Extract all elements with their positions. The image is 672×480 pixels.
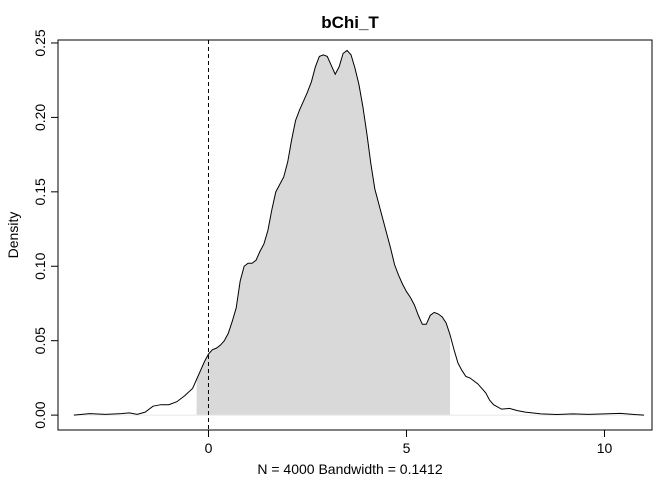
x-tick-label: 5	[403, 440, 411, 456]
density-curve	[73, 49, 645, 416]
plot-area	[73, 40, 645, 430]
y-tick-label: 0.00	[32, 401, 48, 428]
y-tick-label: 0.10	[32, 252, 48, 279]
y-tick-label: 0.20	[32, 104, 48, 131]
y-axis-label: Density	[5, 212, 21, 259]
x-tick-label: 0	[205, 440, 213, 456]
x-axis: 0 5 10	[205, 429, 613, 456]
y-tick-label: 0.05	[32, 327, 48, 354]
shaded-interval	[196, 50, 451, 416]
y-axis: 0.00 0.05 0.10 0.15 0.20 0.25	[32, 29, 59, 429]
y-tick-label: 0.25	[32, 29, 48, 56]
x-axis-label: N = 4000 Bandwidth = 0.1412	[257, 461, 442, 477]
x-tick-label: 10	[597, 440, 613, 456]
y-tick-label: 0.15	[32, 178, 48, 205]
chart-title: bChi_T	[321, 13, 379, 32]
